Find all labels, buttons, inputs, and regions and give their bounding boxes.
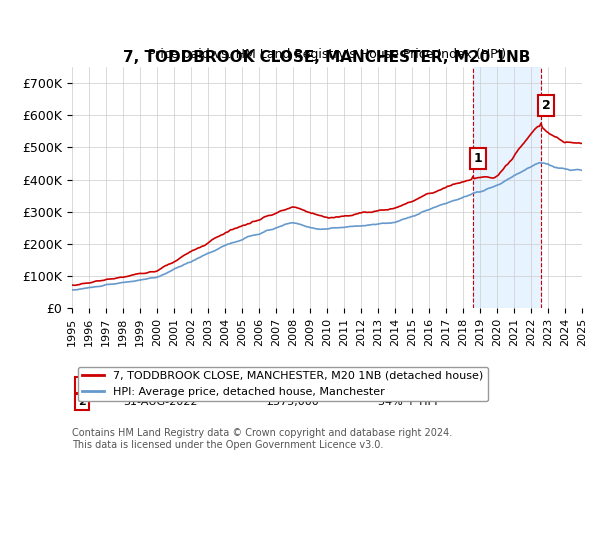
Bar: [473, 67, 541, 308]
Text: Price paid vs. HM Land Registry's House Price Index (HPI): Price paid vs. HM Land Registry's House …: [148, 48, 506, 61]
Text: 34% ↑ HPI: 34% ↑ HPI: [378, 397, 437, 407]
Text: Contains HM Land Registry data © Crown copyright and database right 2024.
This d: Contains HM Land Registry data © Crown c…: [72, 428, 452, 450]
Text: £575,000: £575,000: [266, 397, 319, 407]
Text: 2: 2: [79, 397, 86, 407]
Title: 7, TODDBROOK CLOSE, MANCHESTER, M20 1NB: 7, TODDBROOK CLOSE, MANCHESTER, M20 1NB: [124, 50, 530, 64]
Text: 02-AUG-2018: 02-AUG-2018: [123, 380, 197, 390]
Text: 29% ↑ HPI: 29% ↑ HPI: [378, 380, 437, 390]
Text: £409,995: £409,995: [266, 380, 319, 390]
Text: 31-AUG-2022: 31-AUG-2022: [123, 397, 197, 407]
Legend: 7, TODDBROOK CLOSE, MANCHESTER, M20 1NB (detached house), HPI: Average price, de: 7, TODDBROOK CLOSE, MANCHESTER, M20 1NB …: [77, 367, 488, 401]
Text: 2: 2: [542, 99, 550, 112]
Text: 1: 1: [473, 152, 482, 165]
Text: 1: 1: [79, 380, 86, 390]
